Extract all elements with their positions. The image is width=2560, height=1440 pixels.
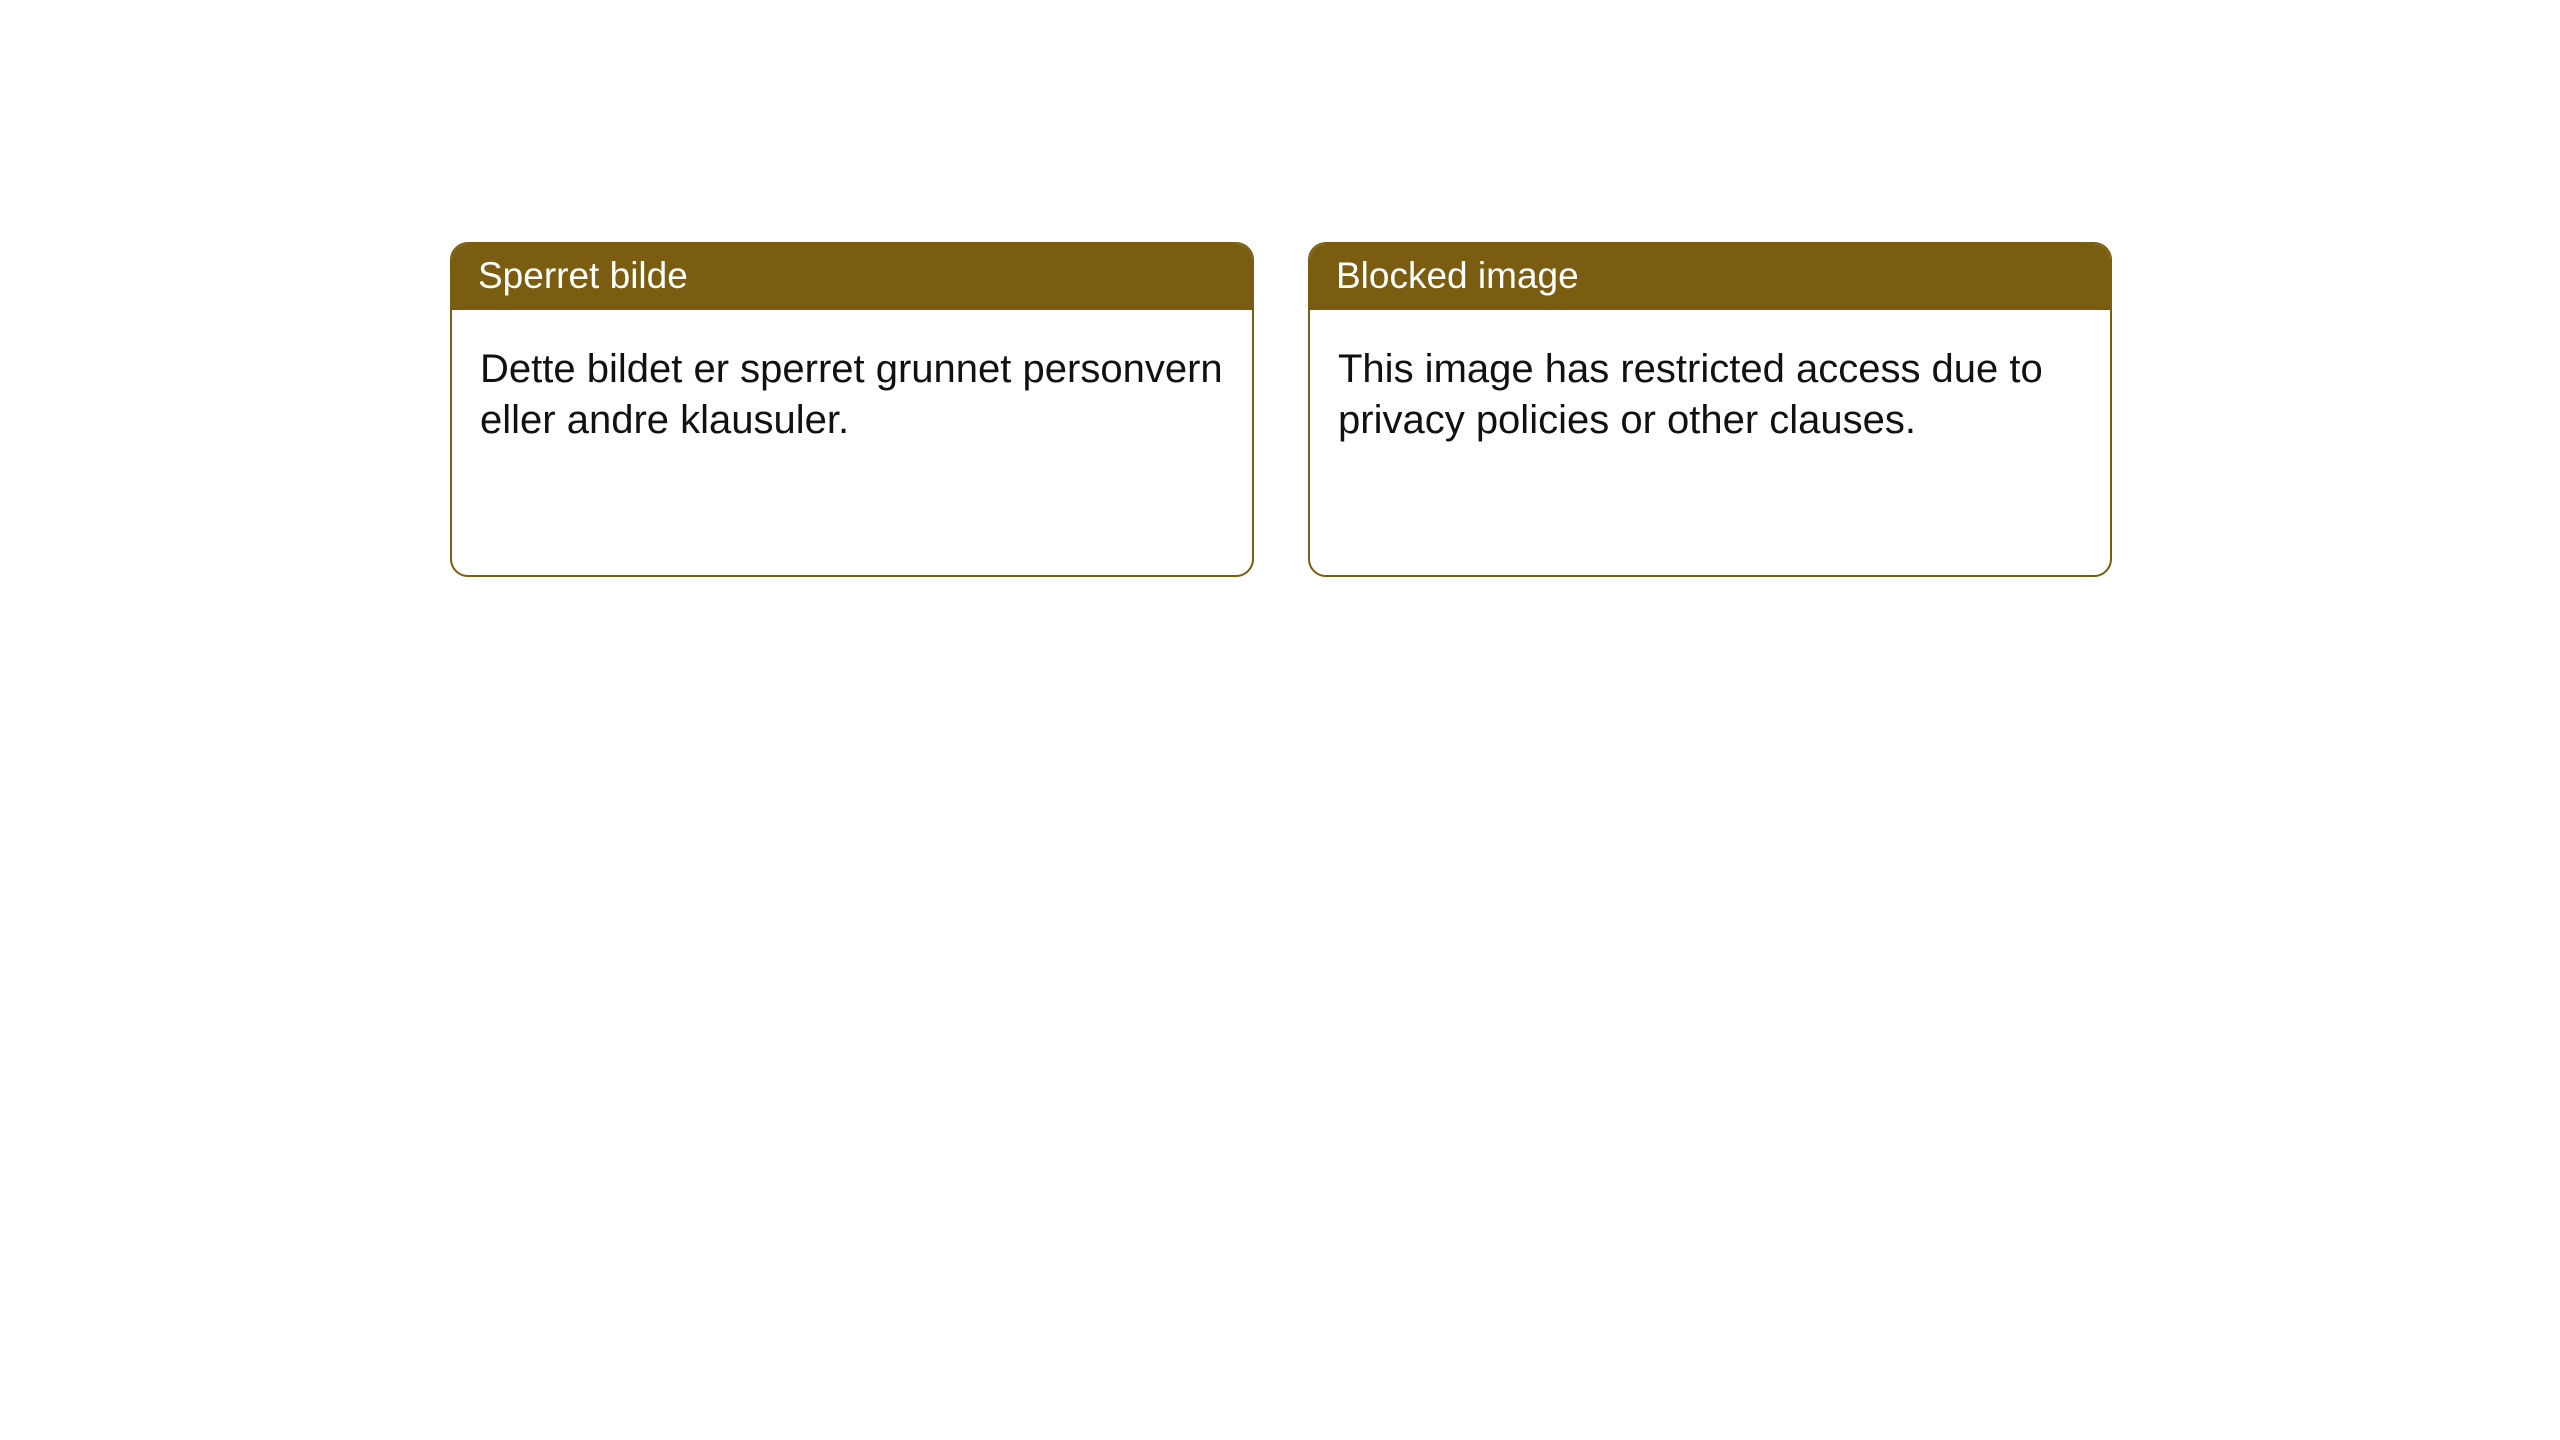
card-title: Sperret bilde bbox=[452, 244, 1252, 310]
card-body: Dette bildet er sperret grunnet personve… bbox=[452, 310, 1252, 480]
blocked-image-card-en: Blocked image This image has restricted … bbox=[1308, 242, 2112, 577]
card-body: This image has restricted access due to … bbox=[1310, 310, 2110, 480]
card-title: Blocked image bbox=[1310, 244, 2110, 310]
notice-container: Sperret bilde Dette bildet er sperret gr… bbox=[0, 0, 2560, 577]
blocked-image-card-no: Sperret bilde Dette bildet er sperret gr… bbox=[450, 242, 1254, 577]
